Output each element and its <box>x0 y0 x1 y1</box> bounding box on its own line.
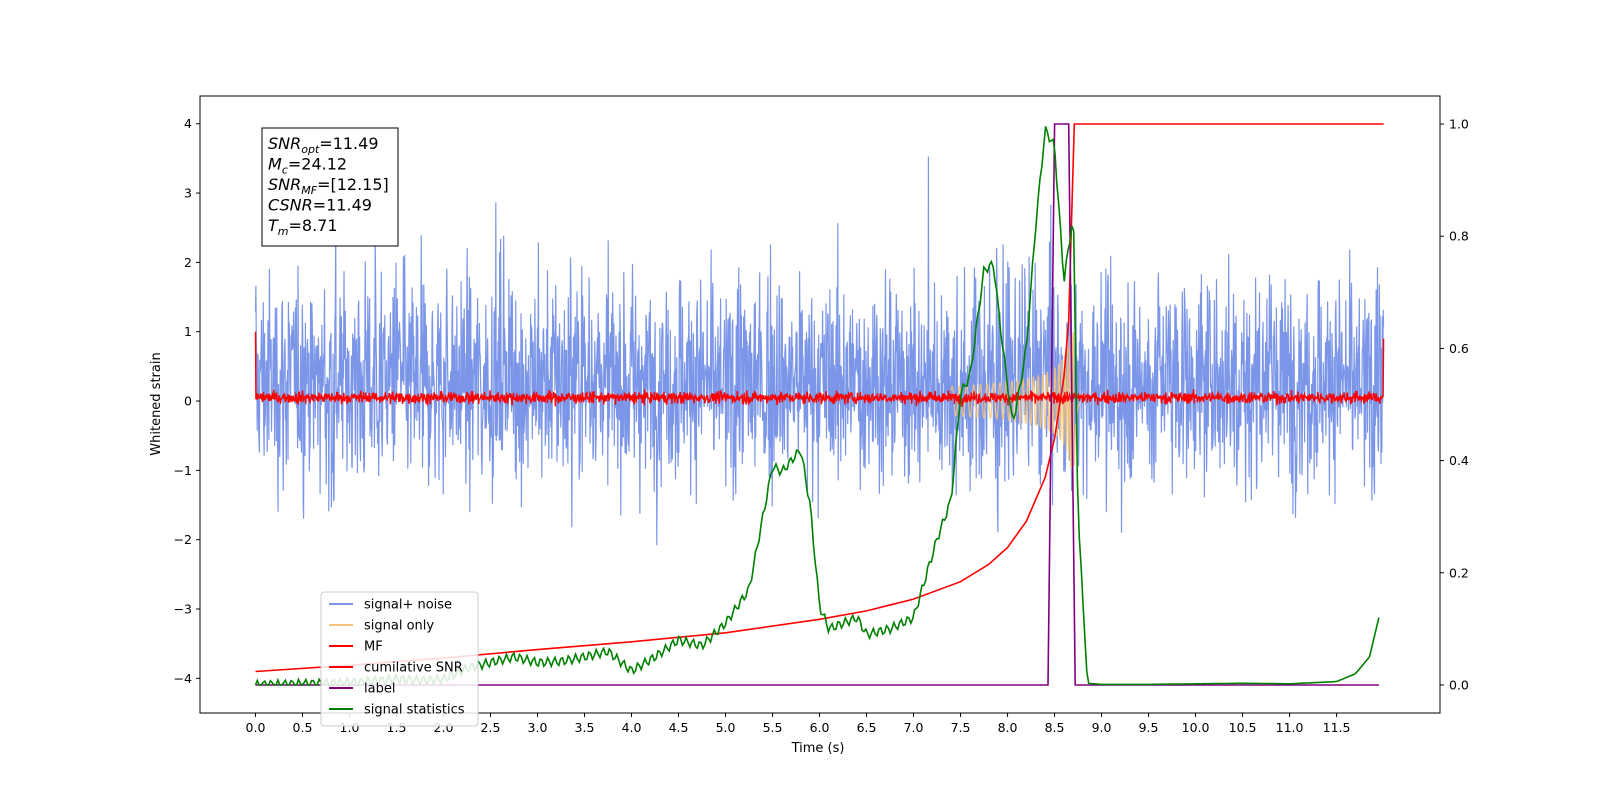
legend-entry-label: label <box>364 682 395 697</box>
x-tick-label: 10.5 <box>1229 720 1257 735</box>
legend-entry-label: cumilative SNR <box>364 661 463 676</box>
x-tick-label: 8.0 <box>998 720 1018 735</box>
y-tick-label: 4 <box>184 116 192 131</box>
x-tick-label: 7.5 <box>951 720 971 735</box>
x-tick-label: 11.5 <box>1323 720 1351 735</box>
y2-tick-label: 0.4 <box>1449 453 1469 468</box>
x-tick-label: 6.0 <box>810 720 830 735</box>
y2-tick-label: 1.0 <box>1449 117 1469 132</box>
annotation-line: Tm=8.71 <box>268 216 338 238</box>
y-tick-label: 2 <box>184 255 192 270</box>
y-axis-label: Whitened strain <box>149 352 164 455</box>
x-axis-label: Time (s) <box>791 741 845 756</box>
legend: signal+ noise signal only MF cumilative SNR… <box>320 591 479 727</box>
x-tick-label: 6.5 <box>857 720 877 735</box>
x-tick-label: 9.0 <box>1092 720 1112 735</box>
y-tick-label: 1 <box>184 324 192 339</box>
y-tick-label: −2 <box>174 532 192 547</box>
x-tick-label: 3.5 <box>575 720 595 735</box>
x-tick-label: 5.0 <box>716 720 736 735</box>
y-tick-label: −4 <box>174 671 192 686</box>
y-tick-label: −3 <box>174 602 192 617</box>
x-tick-label: 10.0 <box>1182 720 1210 735</box>
annotation-line: Mc=24.12 <box>268 155 347 177</box>
x-tick-label: 4.0 <box>622 720 642 735</box>
x-tick-label: 2.5 <box>481 720 501 735</box>
x-tick-label: 7.0 <box>904 720 924 735</box>
y2-tick-label: 0.2 <box>1449 565 1469 580</box>
annotation-line: CSNR=11.49 <box>268 196 372 215</box>
x-tick-label: 0.5 <box>293 720 313 735</box>
series-signal-noise-line <box>254 156 1385 546</box>
y-tick-label: 0 <box>184 394 192 409</box>
x-tick-label: 9.5 <box>1139 720 1159 735</box>
legend-entry-label: MF <box>364 640 383 655</box>
legend-entry-label: signal+ noise <box>364 598 452 613</box>
legend-entry-label: signal statistics <box>364 703 465 718</box>
y-tick-label: −1 <box>174 463 192 478</box>
legend-box <box>320 591 479 727</box>
plot-area <box>254 123 1385 688</box>
series-mf-line <box>254 331 1385 408</box>
stats-annotation: SNRopt=11.49Mc=24.12SNRMF=[12.15]CSNR=11… <box>261 127 399 247</box>
annotation-box <box>261 127 399 247</box>
y2-tick-label: 0.8 <box>1449 229 1469 244</box>
y-tick-label: 3 <box>184 186 192 201</box>
x-tick-label: 11.0 <box>1276 720 1304 735</box>
legend-entry-label: signal only <box>364 619 434 634</box>
annotation-line: SNRopt=11.49 <box>268 134 379 156</box>
x-tick-label: 8.5 <box>1045 720 1065 735</box>
x-tick-label: 5.5 <box>763 720 783 735</box>
series-cumulative-snr-line <box>255 123 1384 673</box>
x-tick-label: 0.0 <box>246 720 266 735</box>
y2-tick-label: 0.6 <box>1449 341 1469 356</box>
x-tick-label: 4.5 <box>669 720 689 735</box>
x-tick-label: 3.0 <box>528 720 548 735</box>
y2-tick-label: 0.0 <box>1449 677 1469 692</box>
annotation-line: SNRMF=[12.15] <box>268 175 389 197</box>
